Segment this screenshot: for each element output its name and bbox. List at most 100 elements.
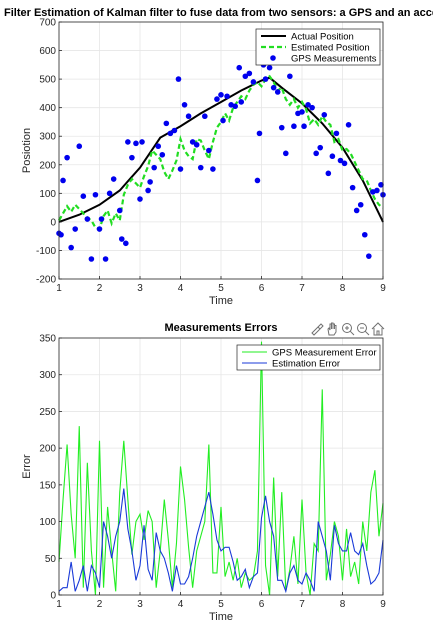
x-tick-label: 6 (259, 283, 265, 294)
gps-measurement-point (254, 177, 261, 184)
gps-measurement-point (60, 177, 66, 184)
gps-measurement-point (341, 160, 348, 167)
gps-measurement-point (283, 150, 289, 157)
x-tick-label: 3 (137, 283, 143, 294)
gps-measurement-point (123, 240, 129, 247)
gps-measurement-point (262, 76, 269, 82)
zoom-in-icon[interactable] (342, 323, 355, 336)
gps-measurement-point (185, 113, 192, 120)
gps-measurement-point (129, 154, 135, 161)
gps-measurement-point (246, 70, 253, 77)
gps-measurement-point (96, 226, 103, 232)
gps-measurement-point (291, 123, 297, 130)
y-axis-label: Error (21, 454, 33, 479)
gps-measurement-point (309, 104, 315, 111)
gps-measurement-point (349, 184, 356, 191)
gps-measurement-point (274, 89, 281, 95)
x-tick-label: 9 (380, 599, 386, 610)
chart-title: Filter Estimation of Kalman filter to fu… (4, 7, 433, 19)
brush-icon[interactable] (311, 323, 324, 336)
x-axis-label: Time (209, 295, 233, 307)
gps-measurement-point (167, 130, 174, 137)
gps-measurement-point (72, 226, 78, 232)
gps-measurement-point (313, 150, 319, 157)
legend-label: Estimated Position (291, 42, 370, 53)
x-tick-label: 9 (380, 283, 386, 294)
gps-measurement-point (171, 127, 178, 134)
y-tick-label: 50 (45, 554, 57, 565)
x-tick-label: 5 (218, 283, 224, 294)
gps-measurement-point (147, 179, 153, 185)
zoom-out-icon[interactable] (357, 323, 370, 336)
y-tick-label: -200 (36, 275, 56, 286)
home-icon[interactable] (371, 322, 385, 336)
gps-measurement-point (116, 207, 123, 214)
gps-measurement-point (357, 201, 364, 208)
pan-hand-icon[interactable] (327, 322, 337, 336)
gps-measurement-point (88, 256, 95, 262)
x-tick-label: 6 (259, 599, 265, 610)
gps-measurement-point (193, 141, 200, 148)
gps-measurement-point (139, 139, 145, 145)
gps-measurement-point (64, 154, 70, 161)
gps-measurement-point (159, 151, 166, 158)
gps-measurement-point (337, 157, 344, 164)
gps-measurement-point (305, 102, 311, 108)
gps-measurement-point (145, 187, 151, 194)
gps-measurement-point (366, 253, 372, 259)
x-tick-label: 4 (178, 599, 184, 610)
x-tick-label: 8 (340, 599, 346, 610)
gps-measurement-point (206, 147, 212, 154)
gps-measurement-point (361, 231, 368, 238)
errors-chart: Measurements Errors 1 2 3 4 5 6 7 8 9 0 50 100 150 20… (21, 322, 386, 623)
x-tick-label: 2 (97, 283, 103, 294)
gps-measurement-point (224, 93, 230, 100)
x-tick-label: 8 (340, 283, 346, 294)
series-line-0 (58, 76, 384, 223)
gps-measurement-point (353, 207, 360, 214)
y-tick-label: 600 (39, 46, 56, 57)
gps-measurement-point (256, 130, 263, 137)
series-line-1 (58, 488, 384, 594)
gps-measurement-point (299, 109, 305, 115)
y-axis-label: Posiotion (21, 128, 33, 173)
gps-measurement-point (110, 176, 117, 182)
gps-measurement-point (84, 216, 91, 222)
gps-measurement-point (102, 256, 109, 262)
x-tick-label: 3 (137, 599, 143, 610)
gps-measurement-point (210, 166, 216, 172)
gps-measurement-point (98, 216, 105, 222)
legend-label: Estimation Error (272, 358, 340, 369)
gps-measurement-point (76, 143, 83, 150)
gps-measurement-point (325, 170, 332, 177)
gps-measurement-point (92, 191, 99, 198)
y-tick-label: 700 (39, 18, 56, 29)
x-tick-label: 1 (56, 283, 62, 294)
gps-measurement-point (175, 76, 182, 82)
gps-measurement-point (58, 231, 64, 238)
gps-measurement-point (177, 166, 184, 172)
gps-measurement-point (242, 73, 249, 80)
gps-measurement-point (232, 103, 238, 110)
legend-label: GPS Measurement Error (272, 347, 377, 358)
x-tick-label: 5 (218, 599, 224, 610)
position-chart: Filter Estimation of Kalman filter to fu… (4, 7, 433, 307)
y-tick-label: 0 (50, 591, 56, 602)
legend-box (236, 344, 381, 371)
x-tick-label: 7 (299, 283, 305, 294)
gps-measurement-point (214, 96, 220, 102)
y-tick-label: 400 (39, 103, 56, 114)
gps-measurement-point (189, 139, 196, 145)
gps-measurement-point (266, 64, 273, 71)
x-tick-label: 4 (178, 283, 184, 294)
y-tick-label: 300 (39, 370, 56, 381)
y-tick-label: 200 (39, 444, 56, 455)
legend-label: GPS Measurements (291, 53, 377, 64)
gps-measurement-point (80, 193, 87, 199)
gps-measurement-point (68, 244, 74, 251)
gps-measurement-point (317, 144, 324, 151)
gps-measurement-point (155, 143, 162, 150)
gps-measurement-point (151, 164, 157, 171)
